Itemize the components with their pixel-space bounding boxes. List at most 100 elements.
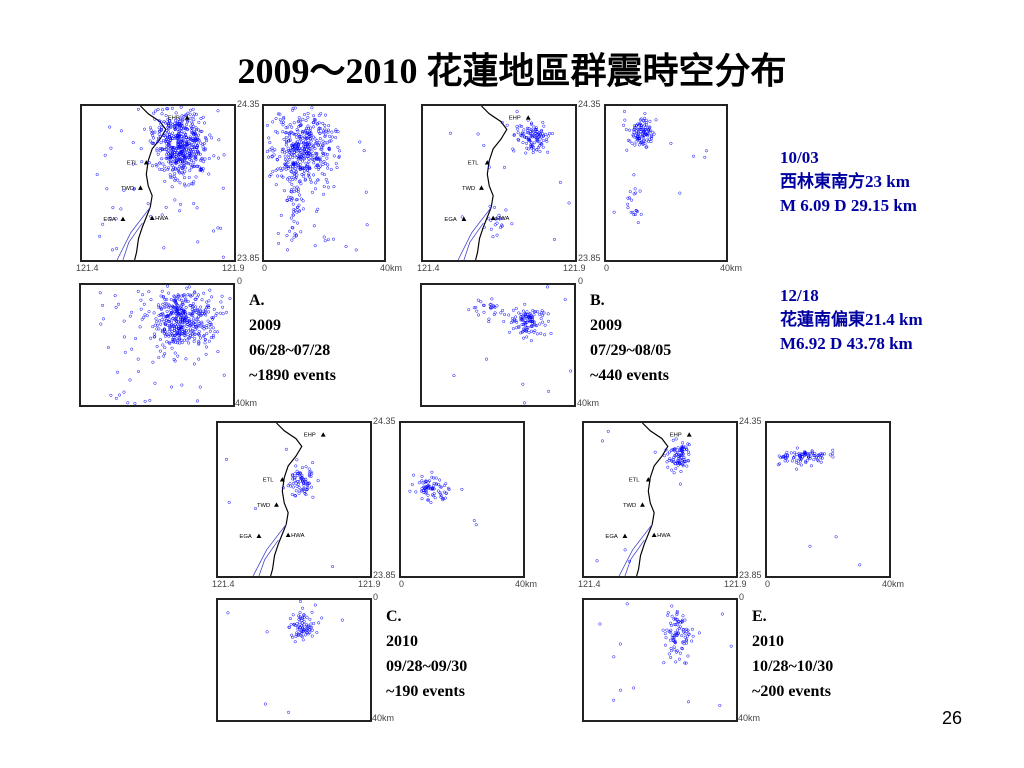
event-point — [314, 181, 318, 185]
event-point — [504, 208, 508, 212]
event-point — [313, 142, 317, 146]
event-point — [525, 310, 529, 314]
event-point — [544, 132, 548, 136]
event-point — [675, 611, 679, 615]
event-point — [313, 187, 317, 191]
lat-bottom-tick: 23.85 — [739, 570, 762, 580]
event-point — [299, 123, 303, 128]
event-point — [514, 315, 518, 319]
event-point — [288, 150, 292, 154]
event-point — [525, 146, 529, 150]
event-point — [312, 224, 316, 228]
event-point — [291, 635, 295, 639]
event-point — [158, 161, 162, 165]
event-point — [290, 167, 294, 171]
event-point — [181, 144, 185, 148]
event-point — [174, 305, 178, 309]
event-point — [300, 476, 304, 480]
event-point — [197, 152, 201, 156]
event-point — [308, 628, 312, 632]
event-point — [482, 143, 486, 147]
event-point — [303, 178, 307, 182]
event-point — [288, 482, 292, 486]
event-point — [294, 481, 298, 485]
event-point — [532, 141, 536, 145]
event-point — [670, 614, 674, 618]
event-point — [191, 302, 195, 306]
event-point — [304, 148, 308, 152]
event-point — [326, 128, 330, 132]
event-point — [530, 317, 534, 321]
event-point — [549, 331, 553, 335]
event-point — [285, 234, 289, 238]
event-point — [315, 164, 319, 168]
station-label: ETL — [468, 160, 479, 166]
event-point — [296, 479, 300, 483]
event-point — [317, 127, 321, 131]
event-point — [819, 460, 823, 464]
event-point — [509, 321, 513, 325]
event-point — [484, 357, 489, 361]
event-point — [673, 640, 677, 644]
event-point — [195, 206, 199, 210]
event-point — [308, 631, 312, 635]
event-point — [569, 369, 573, 373]
event-point — [108, 125, 112, 129]
event-point — [314, 165, 318, 169]
event-point — [106, 346, 110, 350]
event-point — [527, 131, 531, 135]
event-point — [322, 192, 326, 196]
event-point — [295, 221, 299, 225]
event-point — [427, 498, 431, 502]
event-point — [130, 347, 134, 351]
event-point — [164, 205, 168, 209]
event-point — [180, 326, 184, 330]
coastline — [134, 106, 167, 260]
event-point — [181, 300, 185, 304]
event-point — [156, 152, 160, 156]
event-point — [612, 655, 616, 659]
event-point — [296, 482, 300, 486]
event-point — [190, 182, 194, 186]
event-point — [539, 129, 543, 133]
event-point — [208, 329, 212, 333]
event-point — [204, 137, 208, 141]
event-point — [639, 130, 643, 134]
event-point — [167, 340, 171, 344]
event-point — [482, 303, 486, 307]
event-point — [180, 160, 184, 164]
event-point — [193, 328, 197, 332]
event-point — [685, 464, 689, 468]
event-point — [164, 156, 168, 160]
event-point — [293, 106, 297, 110]
event-point — [194, 126, 198, 130]
event-point — [156, 136, 160, 140]
event-point — [519, 331, 523, 335]
event-point — [178, 332, 182, 336]
event-point — [798, 457, 802, 461]
event-point — [172, 151, 176, 155]
event-point — [203, 157, 207, 161]
event-point — [298, 631, 302, 635]
event-point — [173, 295, 177, 299]
event-point — [186, 300, 190, 304]
event-point — [311, 461, 315, 465]
event-point — [532, 125, 536, 129]
event-point — [170, 149, 174, 153]
event-point — [95, 173, 99, 177]
event-point — [278, 112, 282, 116]
event-point — [157, 355, 161, 359]
event-point — [525, 131, 529, 135]
event-point — [545, 137, 549, 141]
event-point — [284, 135, 288, 139]
event-point — [681, 444, 685, 448]
event-point — [670, 604, 674, 608]
event-point — [171, 151, 175, 155]
event-point — [208, 326, 212, 330]
event-point — [435, 482, 439, 486]
event-point — [153, 117, 157, 121]
event-point — [175, 160, 179, 164]
event-point — [340, 618, 344, 622]
event-point — [177, 297, 181, 301]
event-point — [294, 464, 298, 468]
